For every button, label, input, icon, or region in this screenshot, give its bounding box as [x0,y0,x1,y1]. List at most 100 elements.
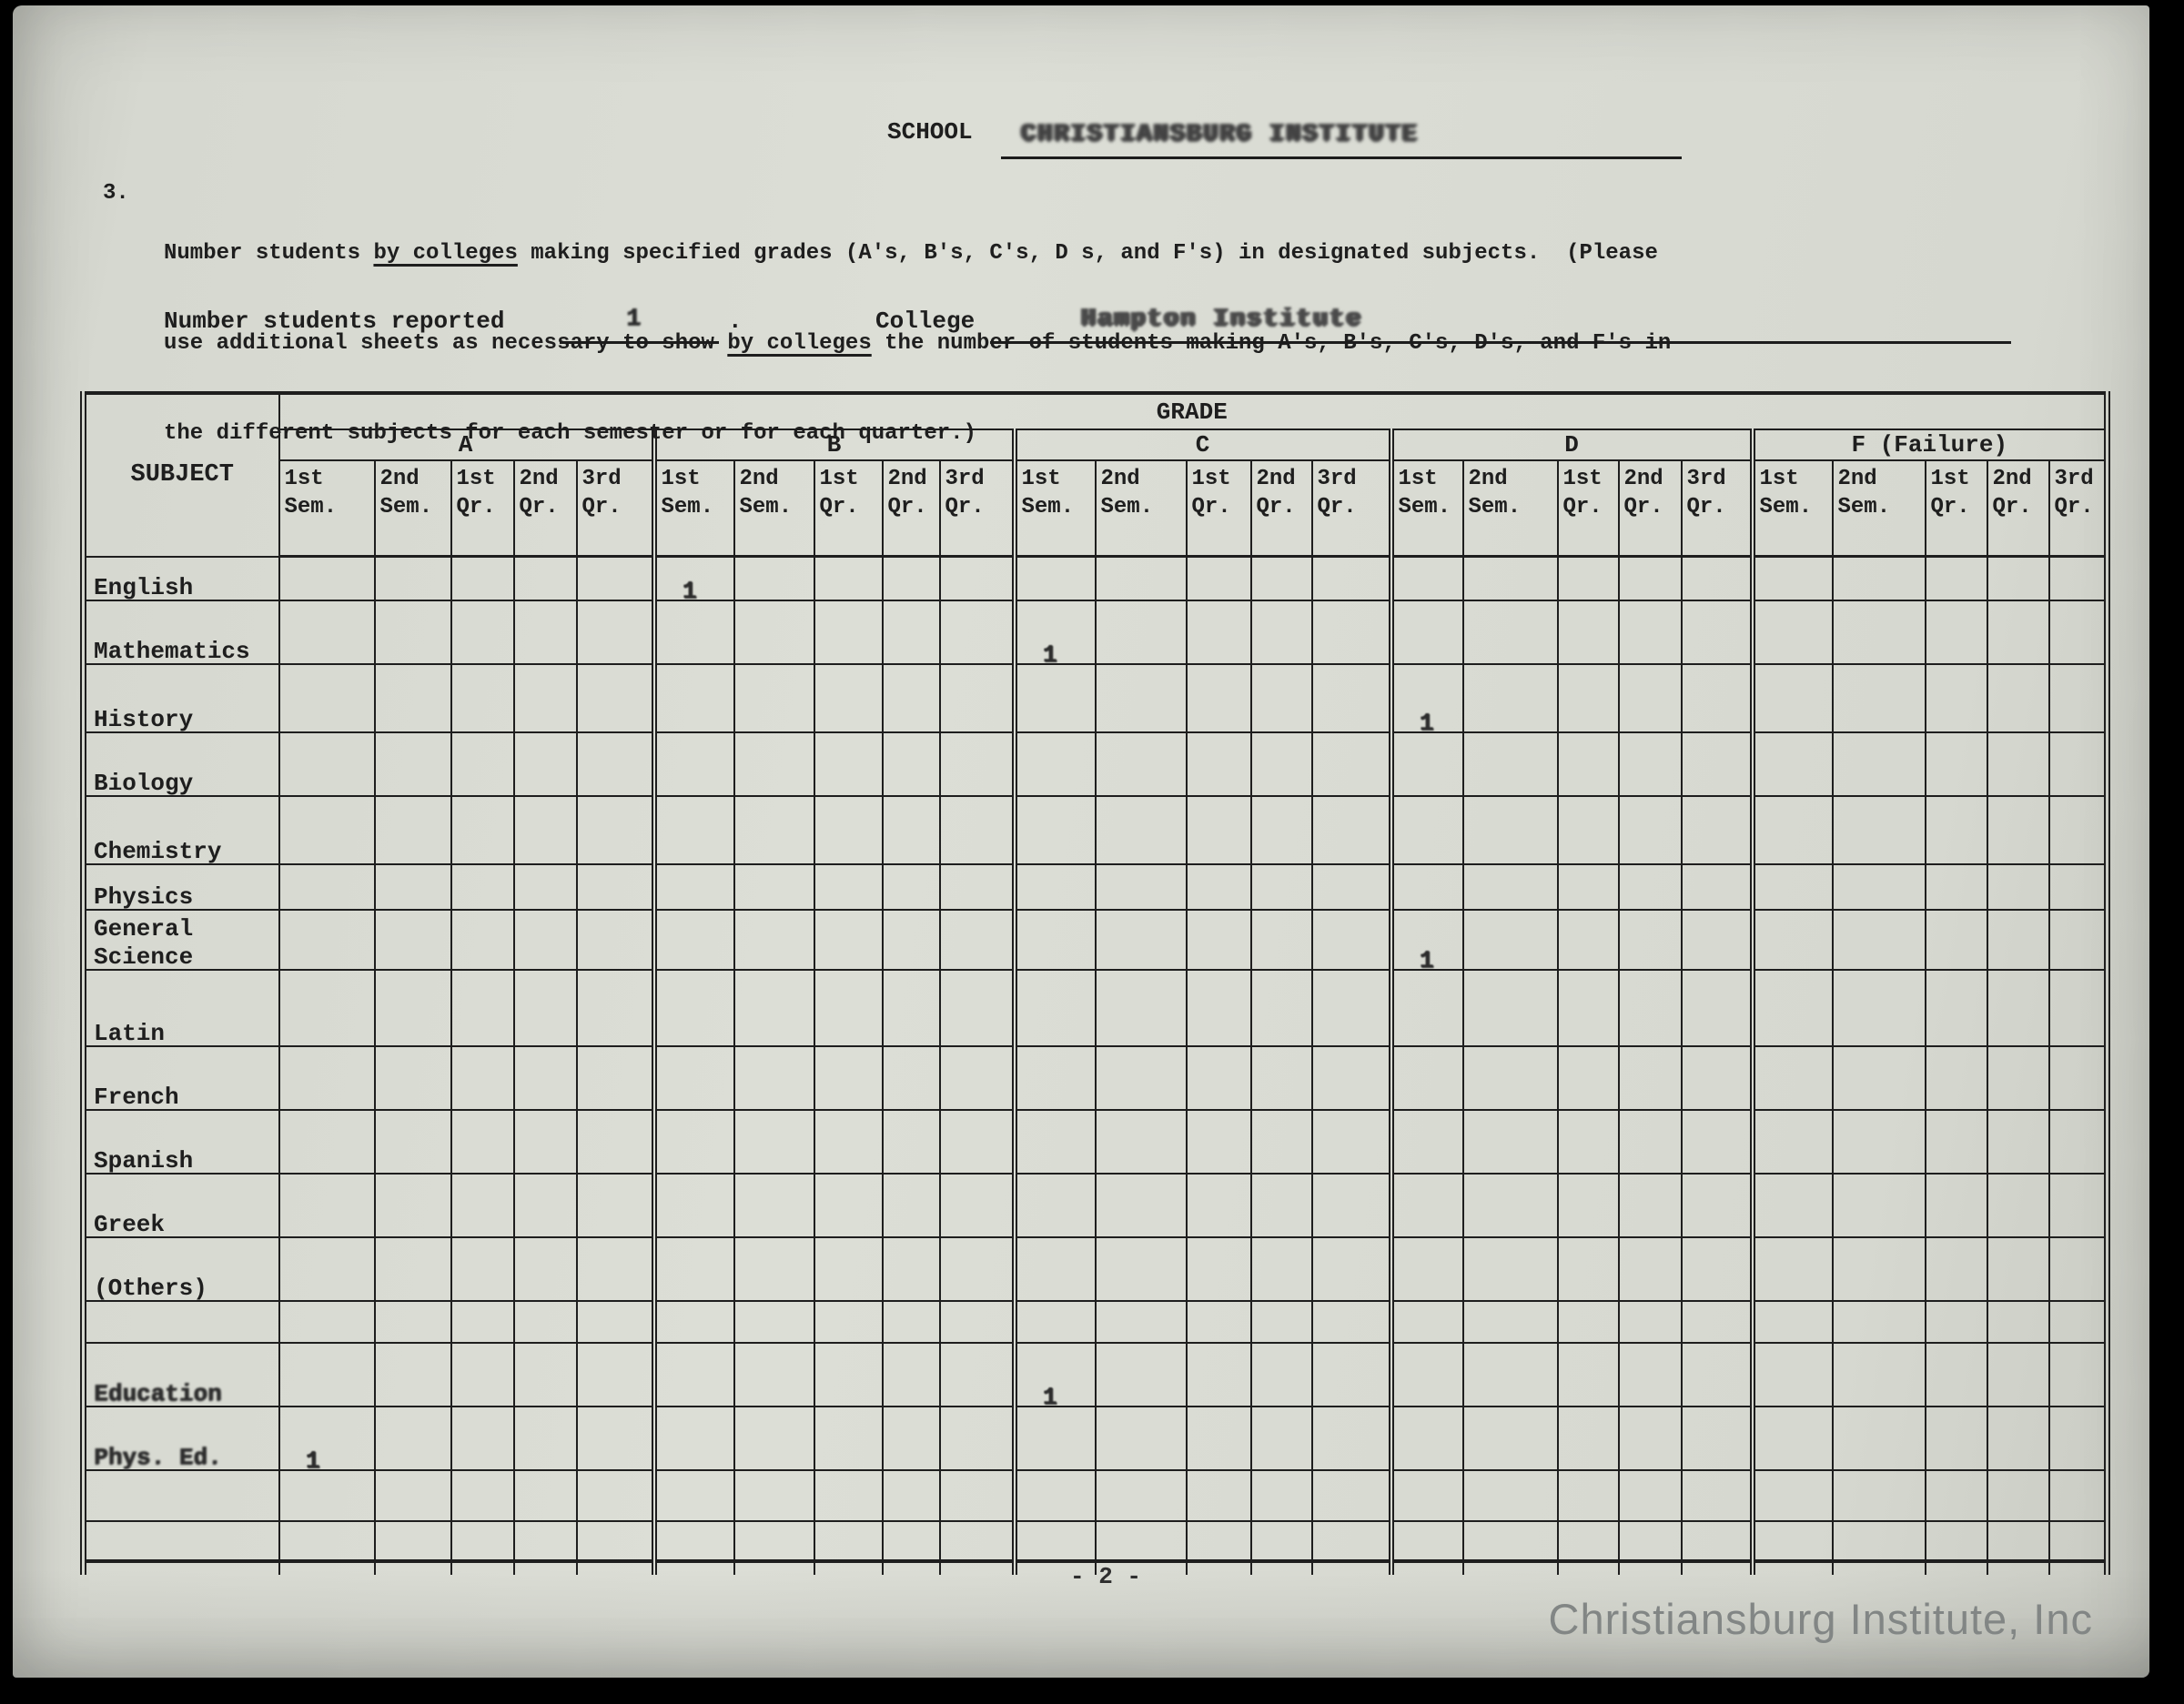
grade-cell [1311,863,1392,911]
bottom-tick-row [80,1560,2111,1575]
grade-cell [1388,863,1464,911]
grade-cell [651,663,735,733]
grade-cell [278,1173,376,1238]
grade-cell [1681,1236,1754,1302]
grade-cell [513,1469,578,1522]
grade-cell [651,1236,735,1302]
grade-cell [1388,1342,1464,1407]
grade-cell [939,1406,1016,1471]
grade-cell [1462,600,1559,665]
grade-cell [733,1173,815,1238]
grade-cell [1095,1469,1188,1522]
grade-cell [1925,1469,1988,1522]
subject-label: Mathematics [94,638,278,662]
grade-cell [939,1173,1016,1238]
table-row: Education 1 [80,1342,2111,1407]
grade-cell [1250,1300,1313,1344]
grade-cell [278,1300,376,1344]
grade-cell [1186,795,1252,865]
grade-cell [1462,863,1559,911]
grade-cell [1618,1406,1683,1471]
grade-cell [1987,795,2050,865]
grade-cell [733,663,815,733]
grade-cell [814,863,884,911]
period-header-line: 2nd [1256,467,1296,491]
grade-cell [1095,1300,1188,1344]
grade-cell [1749,1469,1834,1522]
grade-cell [1388,795,1464,865]
grade-cell [1925,1173,1988,1238]
grade-cell [651,600,735,665]
grade-cell [1186,731,1252,797]
grade-cell [1311,731,1392,797]
grade-cell [278,795,376,865]
grade-cell [814,795,884,865]
subject-cell [80,1520,280,1563]
header-row-grade: SUBJECT GRADE [80,391,2111,558]
grade-cell [1987,731,2050,797]
grade-cell [1250,663,1313,733]
bottom-tick [733,1560,815,1575]
grade-cell [1987,1342,2050,1407]
grade-cell [1388,1469,1464,1522]
grade-cell [1311,1300,1392,1344]
period-header-line: Sem. [1468,495,1522,519]
bottom-tick [651,1560,735,1575]
grade-cell [1557,1342,1620,1407]
grade-cell [1095,1520,1188,1563]
grade-cell: 1 [651,556,735,601]
grade-cell [1311,1173,1392,1238]
grade-cell [1462,1236,1559,1302]
grade-cell [814,969,884,1047]
period-header: 1st Sem. [1388,460,1464,558]
grade-cell [1011,663,1097,733]
grade-cell [814,1300,884,1344]
period-header: 1st Qr. [1557,460,1620,558]
grade-cell [1832,863,1926,911]
grade-cell [450,1300,515,1344]
grade-cell [513,1045,578,1111]
grade-cell [1186,1406,1252,1471]
grade-cell [1388,1236,1464,1302]
grade-cell [1095,1109,1188,1175]
bottom-tick [278,1560,376,1575]
grade-cell [576,1045,655,1111]
grade-cell: 1 [278,1406,376,1471]
subject-label: Physics [94,883,278,908]
grade-cell [1462,663,1559,733]
grade-cell [1618,556,1683,601]
grade-cell [939,556,1016,601]
bottom-tick [450,1560,515,1575]
grade-cell [1832,969,1926,1047]
grade-cell [513,1342,578,1407]
archive-watermark: Christiansburg Institute, Inc [1548,1595,2093,1643]
bottom-tick [814,1560,884,1575]
subject-label-line: French [94,1083,179,1110]
grade-cell [1311,1045,1392,1111]
subject-label: Latin [94,1020,278,1044]
grade-cell [882,731,941,797]
grade-cell [1832,600,1926,665]
grade-cell [733,1520,815,1563]
grade-cell [2048,1406,2111,1471]
period-header: 2nd Sem. [733,460,815,558]
period-header-line: 1st [1930,467,1970,491]
grade-cell [1250,1109,1313,1175]
table-row [80,1520,2111,1563]
grade-cell [1925,731,1988,797]
grade-cell [1186,1236,1252,1302]
grade-cell [513,1406,578,1471]
grade-cell [814,600,884,665]
grade-cell [2048,1236,2111,1302]
period-header-line: 1st [819,467,859,491]
grade-cell [733,731,815,797]
period-header-line: Sem. [1021,495,1075,519]
grade-cell [1681,1173,1754,1238]
grade-cell [513,731,578,797]
grade-cell [1987,1300,2050,1344]
table-row: Phys. Ed. 1 [80,1406,2111,1471]
period-header-line: Qr. [1256,495,1296,519]
grade-cell [1681,663,1754,733]
grade-cell [278,909,376,971]
grade-cell [1618,1045,1683,1111]
